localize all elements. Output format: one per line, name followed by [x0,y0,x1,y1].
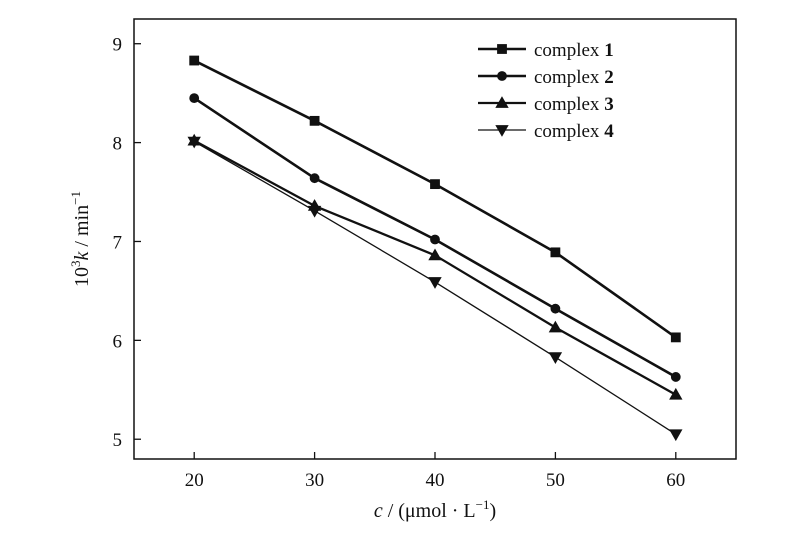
y-tick-label: 6 [113,331,123,352]
legend-item-1: complex 1 [478,40,614,61]
data-point [669,387,683,400]
y-axis-title: 103k / min−1 [68,191,93,287]
x-tick-label: 20 [185,470,204,491]
data-point [428,248,442,261]
series-complex-2 [189,93,681,382]
data-point [670,372,681,382]
data-point [670,332,681,343]
legend-label: complex 4 [534,121,614,142]
legend-marker [495,96,509,108]
legend-marker [497,44,507,54]
series-complex-3 [187,133,683,400]
y-tick-label: 8 [113,134,123,155]
y-tick-label: 9 [113,35,123,56]
series-layer [187,55,683,442]
y-tick-label: 5 [113,430,123,451]
data-point [309,173,320,184]
data-point [430,234,440,245]
x-tick-label: 60 [666,470,685,491]
data-point [189,55,200,66]
legend-label: complex 1 [534,40,614,61]
legend: complex 1 complex 2 complex 3 complex 4 [478,40,614,142]
data-point [550,303,561,314]
data-point [309,115,320,126]
legend-label: complex 3 [534,94,614,115]
x-axis-title: c / (μmol · L−1) [374,497,496,522]
series-complex-1 [189,55,681,343]
data-point [428,277,442,289]
data-point [187,136,201,149]
data-point [307,205,322,218]
axis-ticks: 20 30 40 50 60 5 6 7 8 9 [113,35,686,491]
data-point [550,247,561,258]
series-line [193,139,677,396]
data-point [548,320,563,333]
legend-label: complex 2 [534,67,614,88]
data-point [548,352,563,364]
series-complex-4 [187,136,683,442]
y-tick-label: 7 [113,232,123,253]
legend-item-4: complex 4 [478,121,614,142]
x-tick-label: 40 [426,470,445,491]
x-tick-label: 50 [546,470,565,491]
legend-marker [497,71,507,81]
legend-item-3: complex 3 [478,94,614,115]
legend-item-2: complex 2 [478,67,614,88]
x-tick-label: 30 [305,470,324,491]
data-point [189,93,200,104]
data-point [669,429,683,442]
legend-marker [495,125,509,137]
data-point [430,179,440,190]
